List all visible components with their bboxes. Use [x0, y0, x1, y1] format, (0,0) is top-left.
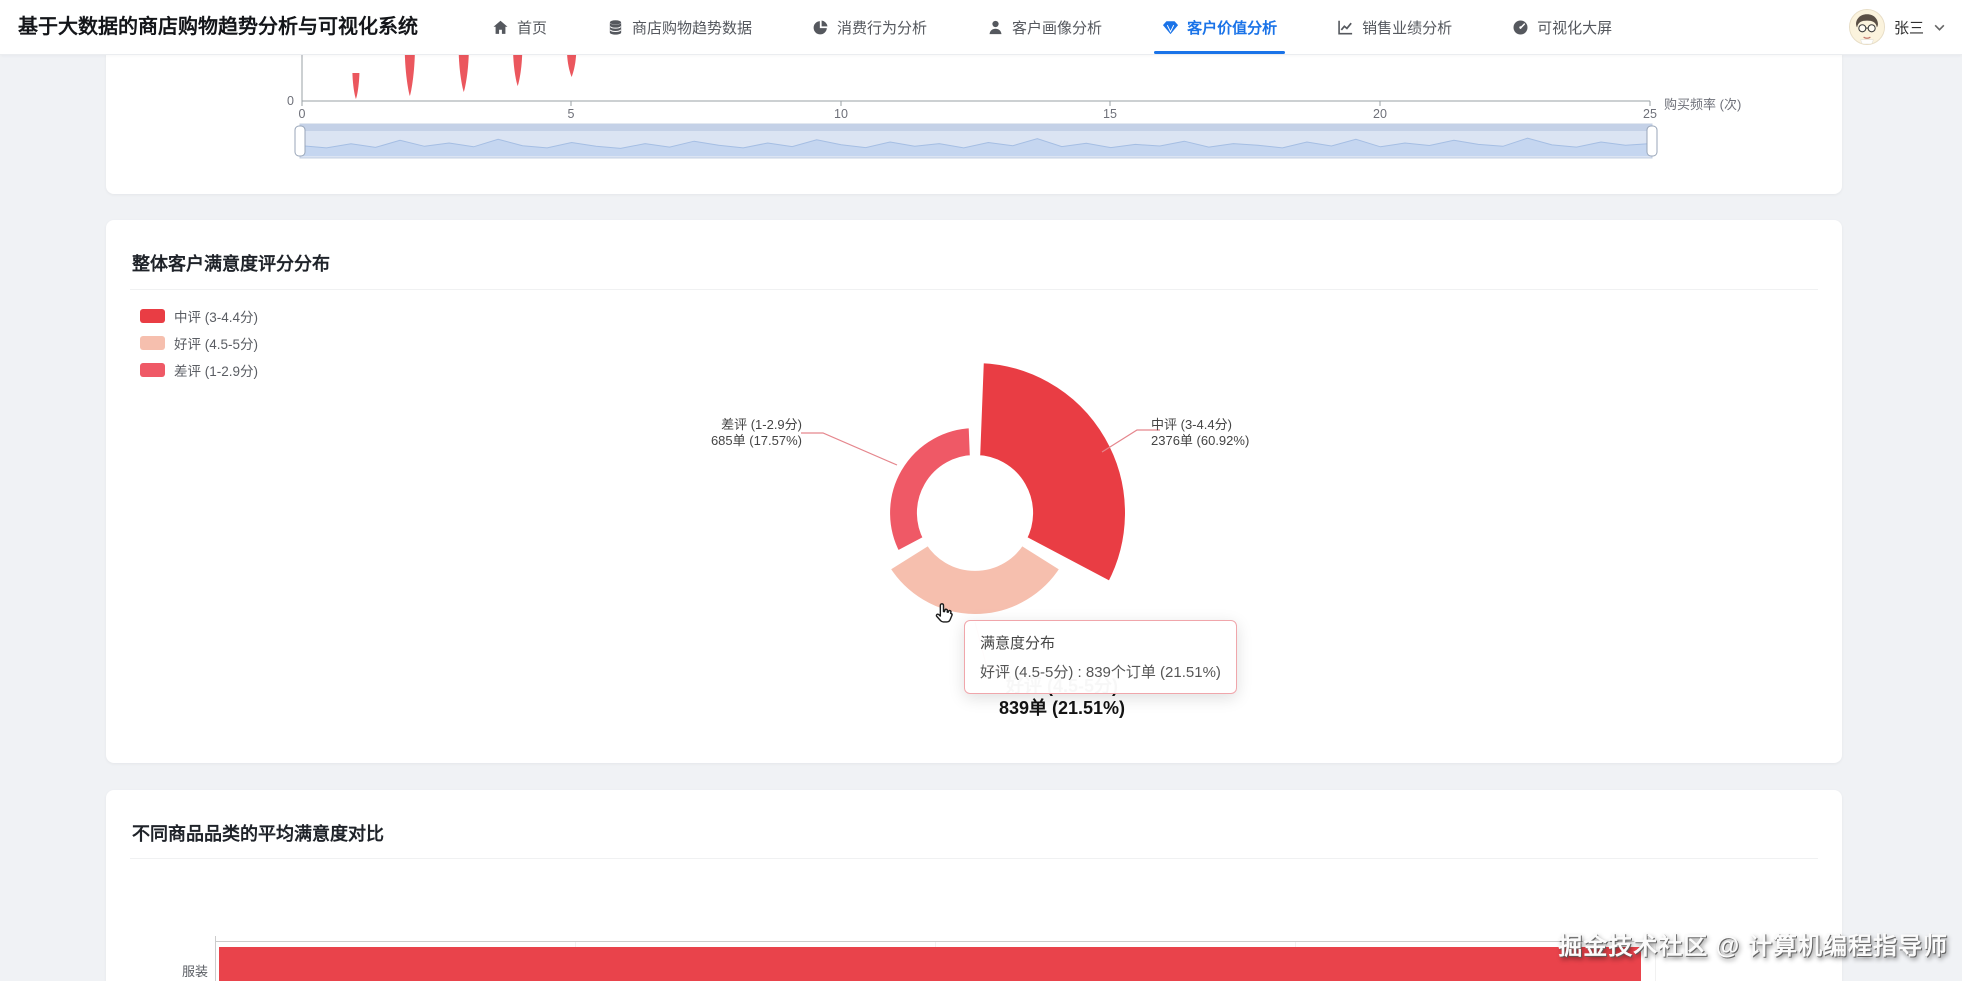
nav-item-label: 消费行为分析: [837, 19, 928, 37]
bar-clothing[interactable]: [219, 947, 1641, 981]
pie-chart-icon: [813, 20, 828, 34]
dashboard-icon: [1513, 20, 1528, 34]
datazoom-right-handle-hit[interactable]: [1646, 125, 1658, 157]
nav-item-label: 商店购物趋势数据: [632, 19, 753, 37]
x-axis-name: 购买频率 (次): [1664, 97, 1742, 112]
divider: [130, 858, 1818, 859]
datazoom-slider[interactable]: [300, 124, 1652, 158]
legend-label: 中评 (3-4.4分): [174, 310, 259, 325]
nav-item-home[interactable]: 首页: [492, 0, 547, 54]
bar-category-label: 服装: [181, 964, 208, 979]
nav-item-label: 客户价值分析: [1187, 19, 1278, 37]
chevron-down-icon: [1934, 24, 1945, 31]
nav-item-profile[interactable]: 客户画像分析: [987, 0, 1102, 54]
home-icon: [493, 20, 508, 34]
nav-item-bigscreen[interactable]: 可视化大屏: [1512, 0, 1612, 54]
gridline: [1655, 942, 1656, 981]
bar-chart-axis-line: [215, 941, 1655, 942]
bar-chart-y-axis: [215, 936, 216, 981]
legend-item-medium[interactable]: 中评 (3-4.4分): [140, 306, 258, 326]
database-icon: [609, 19, 622, 35]
app-title: 基于大数据的商店购物趋势分析与可视化系统: [18, 16, 418, 38]
satisfaction-card-title: 整体客户满意度评分分布: [132, 254, 330, 274]
gem-icon: [1163, 20, 1179, 34]
trend-chart-icon: [1338, 20, 1353, 35]
nav-item-label: 销售业绩分析: [1362, 19, 1453, 37]
x-tick: 0: [298, 107, 306, 121]
pie-label-medium: 中评 (3-4.4分) 2376单 (60.92%): [1151, 417, 1250, 448]
legend-swatch: [140, 336, 165, 350]
pie-slice[interactable]: [884, 539, 1066, 620]
legend-swatch: [140, 363, 165, 377]
nav-item-label: 首页: [517, 19, 548, 37]
navbar: 基于大数据的商店购物趋势分析与可视化系统 首页 商店购物趋势数据 消费行为分析 …: [0, 0, 1962, 55]
user-name: 张三: [1893, 19, 1924, 37]
nav-item-sales[interactable]: 销售业绩分析: [1337, 0, 1452, 54]
legend-item-bad[interactable]: 差评 (1-2.9分): [140, 360, 258, 380]
x-tick: 5: [567, 107, 575, 121]
satisfaction-pie-chart[interactable]: [700, 330, 1260, 692]
main-nav: 首页 商店购物趋势数据 消费行为分析 客户画像分析 客户价值分析 销售业绩分析: [492, 0, 1612, 54]
chart-tooltip: 满意度分布 好评 (4.5-5分) : 839个订单 (21.51%): [964, 620, 1237, 694]
pie-label-bad: 差评 (1-2.9分) 685单 (17.57%): [710, 417, 802, 448]
y-axis-tick-0: 0: [287, 94, 294, 108]
nav-item-label: 客户画像分析: [1012, 19, 1103, 37]
pie-slice[interactable]: [884, 422, 976, 557]
category-card-title: 不同商品品类的平均满意度对比: [132, 824, 384, 844]
user-icon: [989, 20, 1002, 34]
legend-label: 差评 (1-2.9分): [174, 364, 259, 379]
x-tick: 20: [1373, 107, 1387, 121]
legend-swatch: [140, 309, 165, 323]
nav-item-shop-data[interactable]: 商店购物趋势数据: [607, 0, 752, 54]
datazoom-left-handle-hit[interactable]: [294, 125, 306, 157]
tooltip-title: 满意度分布: [980, 635, 1056, 652]
watermark: 掘金技术社区 @ 计算机编程指导师: [1558, 933, 1948, 960]
nav-item-label: 可视化大屏: [1537, 19, 1613, 37]
pie-slices[interactable]: [884, 357, 1131, 620]
x-tick: 10: [834, 107, 848, 121]
x-tick: 25: [1643, 107, 1657, 121]
nav-item-behavior[interactable]: 消费行为分析: [812, 0, 927, 54]
legend-item-good[interactable]: 好评 (4.5-5分): [140, 333, 258, 353]
mouse-cursor-hand: [935, 603, 953, 623]
avatar: [1848, 9, 1885, 45]
pie-slice[interactable]: [974, 357, 1131, 588]
avatar-illustration: [1849, 10, 1884, 44]
nav-item-customer-value[interactable]: 客户价值分析: [1154, 0, 1286, 54]
divider: [130, 289, 1818, 290]
x-tick: 15: [1103, 107, 1117, 121]
legend-label: 好评 (4.5-5分): [174, 337, 259, 352]
user-menu[interactable]: 张三: [1848, 0, 1946, 54]
tooltip-content: 好评 (4.5-5分) : 839个订单 (21.51%): [980, 664, 1221, 681]
